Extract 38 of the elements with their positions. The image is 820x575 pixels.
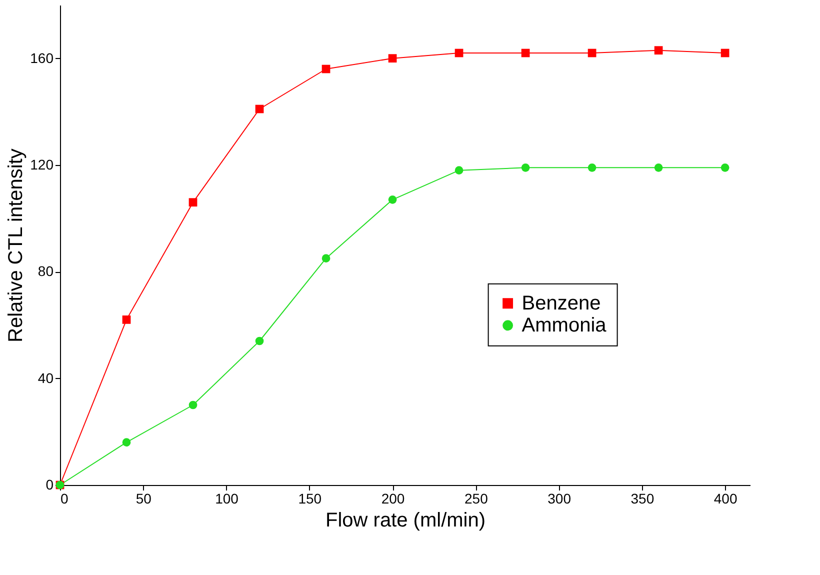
point [654, 163, 663, 172]
y-tick-label: 0 [46, 476, 54, 492]
y-axis-title: Relative CTL intensity [5, 148, 28, 342]
x-axis-title: Flow rate (ml/min) [325, 510, 486, 532]
point [322, 254, 330, 263]
x-tick-label: 150 [298, 490, 322, 506]
point [588, 48, 596, 58]
x-tick-label: 250 [464, 490, 488, 506]
x-tick-label: 400 [714, 490, 738, 506]
point [454, 166, 464, 175]
x-tick-label: 300 [548, 490, 572, 506]
point [122, 315, 131, 324]
point [255, 336, 264, 346]
point [454, 48, 464, 58]
point [521, 163, 530, 172]
x-tick-label: 200 [381, 490, 405, 506]
point [720, 48, 730, 58]
point [188, 198, 198, 207]
x-tick-label: 0 [60, 490, 68, 506]
point [388, 195, 397, 204]
legend-label: Ammonia [522, 314, 608, 336]
point [122, 438, 131, 447]
point [654, 46, 663, 55]
y-tick-label: 40 [38, 370, 54, 386]
point [322, 64, 330, 74]
point [388, 54, 397, 63]
legend-label: Benzene [522, 292, 601, 314]
point [521, 48, 530, 58]
x-tick-label: 100 [215, 490, 239, 506]
point [255, 104, 264, 114]
y-tick-label: 80 [38, 263, 54, 280]
y-tick-label: 120 [30, 156, 54, 172]
point [588, 163, 596, 172]
point [188, 400, 198, 410]
point [720, 163, 730, 172]
x-tick-label: 50 [136, 490, 152, 506]
x-tick-label: 350 [630, 490, 654, 506]
y-tick-label: 160 [30, 50, 54, 66]
